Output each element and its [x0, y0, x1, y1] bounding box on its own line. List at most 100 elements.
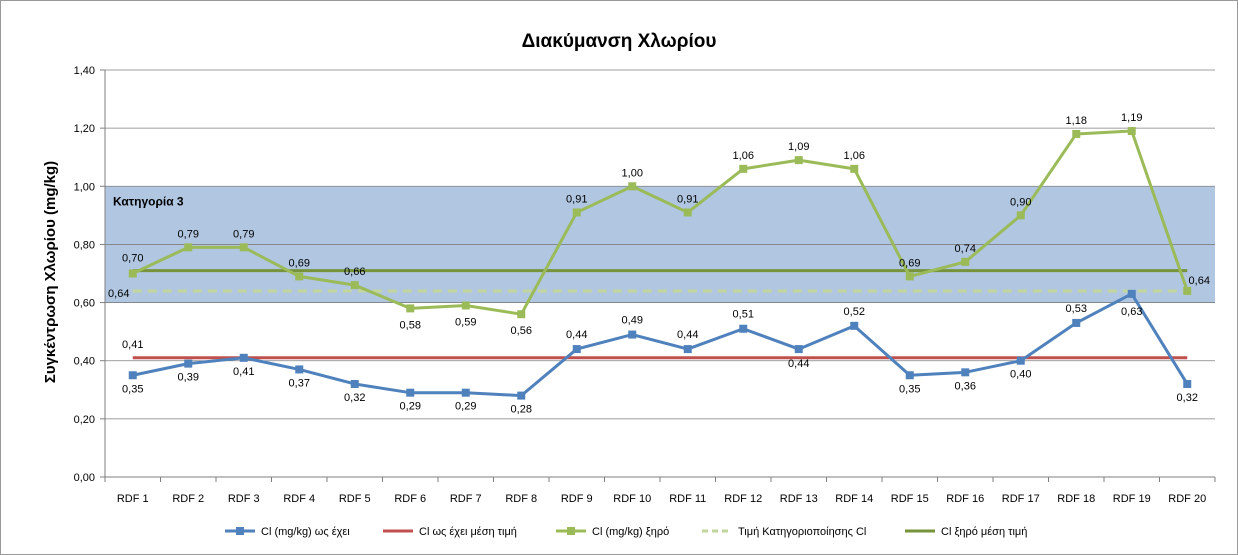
cl-dry-marker	[1072, 129, 1081, 138]
cl-dry-marker	[128, 269, 137, 278]
cl-as-received-data-label: 0,35	[899, 383, 920, 395]
cl-dry-data-label: 0,69	[899, 257, 920, 269]
band-label: Κατηγορία 3	[113, 194, 184, 208]
x-tick-label: RDF 18	[1057, 493, 1095, 505]
cl-dry-data-label: 0,70	[122, 253, 143, 265]
cl-dry-data-label: 1,19	[1121, 112, 1142, 124]
cl-dry-data-label: 0,64	[1189, 275, 1210, 287]
cl-as-received-data-label: 0,44	[677, 329, 698, 341]
cl-dry-marker	[461, 301, 470, 310]
x-tick-label: RDF 11	[669, 493, 706, 505]
y-tick-label: 1,20	[74, 123, 95, 135]
cl-as-received-data-label: 0,63	[1121, 306, 1142, 318]
cl-dry-data-label: 1,00	[622, 167, 643, 179]
y-tick-label: 0,20	[74, 414, 95, 426]
cl-dry-data-label: 0,74	[955, 243, 976, 255]
x-tick-label: RDF 19	[1113, 493, 1151, 505]
as-received-mean-label: 0,41	[122, 339, 143, 351]
legend-label-cl-dry: Cl (mg/kg) ξηρό	[592, 526, 669, 538]
cl-dry-data-label: 1,06	[844, 150, 865, 162]
cl-as-received-data-label: 0,35	[122, 383, 143, 395]
cl-dry-data-label: 0,79	[178, 228, 199, 240]
x-tick-label: RDF 8	[505, 493, 537, 505]
legend-label-as-received-mean: Cl ως έχει μέση τιμή	[419, 526, 517, 538]
cl-as-received-data-label: 0,32	[1177, 392, 1198, 404]
legend-label-cl-as-received: Cl (mg/kg) ως έχει	[261, 526, 350, 538]
cl-dry-marker	[1016, 211, 1025, 220]
cl-as-received-data-label: 0,41	[233, 366, 254, 378]
legend-marker-cl-dry	[567, 527, 575, 535]
chart-title: Διακύμανση Χλωρίου	[522, 31, 717, 52]
cl-dry-data-label: 0,91	[566, 193, 587, 205]
cl-dry-marker	[850, 164, 859, 173]
cl-as-received-marker	[239, 353, 248, 362]
cl-as-received-data-label: 0,37	[289, 377, 310, 389]
cl-as-received-marker	[905, 371, 914, 380]
cl-as-received-marker	[517, 391, 526, 400]
cl-as-received-marker	[850, 321, 859, 330]
cl-as-received-data-label: 0,29	[455, 401, 476, 413]
y-axis-label: Συγκέντρωση Χλωρίου (mg/kg)	[42, 161, 59, 383]
cl-as-received-marker	[1072, 318, 1081, 327]
cl-as-received-marker	[1016, 356, 1025, 365]
cl-dry-line	[132, 129, 1189, 316]
x-tick-label: RDF 6	[394, 493, 426, 505]
cl-as-received-marker	[350, 379, 359, 388]
cl-as-received-data-label: 0,44	[788, 358, 809, 370]
cl-dry-data-label: 1,09	[788, 141, 809, 153]
cl-dry-marker	[1127, 127, 1136, 136]
x-tick-label: RDF 3	[228, 493, 260, 505]
cl-dry-marker	[572, 208, 581, 217]
y-tick-label: 1,00	[74, 181, 95, 193]
cl-as-received-marker	[295, 365, 304, 374]
cl-as-received-data-label: 0,39	[178, 372, 199, 384]
cl-as-received-data-label: 0,44	[566, 329, 587, 341]
cl-as-received-marker	[1127, 289, 1136, 298]
cl-dry-marker	[905, 272, 914, 281]
x-tick-label: RDF 4	[283, 493, 315, 505]
cl-dry-marker	[794, 156, 803, 165]
x-tick-label: RDF 5	[339, 493, 371, 505]
y-tick-label: 0,40	[74, 356, 95, 368]
cl-as-received-data-label: 0,29	[400, 401, 421, 413]
cl-as-received-marker	[1183, 379, 1192, 388]
cl-as-received-marker	[961, 368, 970, 377]
cl-dry-marker	[628, 182, 637, 191]
cl-dry-data-label: 0,69	[289, 257, 310, 269]
x-tick-label: RDF 10	[613, 493, 651, 505]
cl-as-received-marker	[794, 345, 803, 354]
cl-as-received-marker	[683, 345, 692, 354]
cl-dry-marker	[1183, 286, 1192, 295]
cl-dry-data-label: 0,90	[1010, 196, 1031, 208]
legend-label-dry-mean: Cl ξηρό μέση τιμή	[941, 526, 1027, 538]
cl-dry-marker	[406, 304, 415, 313]
classification-value-label: 0,64	[108, 288, 129, 300]
y-tick-label: 1,40	[74, 65, 95, 77]
cl-dry-marker	[295, 272, 304, 281]
cl-dry-marker	[961, 257, 970, 266]
x-tick-label: RDF 9	[561, 493, 593, 505]
cl-as-received-data-label: 0,49	[622, 315, 643, 327]
x-tick-label: RDF 13	[780, 493, 818, 505]
cl-as-received-data-label: 0,32	[344, 392, 365, 404]
x-tick-label: RDF 12	[724, 493, 762, 505]
cl-as-received-marker	[739, 324, 748, 333]
cl-as-received-line	[132, 292, 1189, 398]
cl-dry-data-label: 0,66	[344, 266, 365, 278]
cl-dry-marker	[350, 281, 359, 290]
cl-dry-data-label: 1,06	[733, 150, 754, 162]
cl-dry-data-label: 0,58	[400, 319, 421, 331]
cl-as-received-data-label: 0,53	[1066, 303, 1087, 315]
cl-as-received-data-label: 0,36	[955, 380, 976, 392]
cl-dry-marker	[184, 243, 193, 252]
cl-as-received-marker	[406, 388, 415, 397]
x-tick-label: RDF 1	[117, 493, 149, 505]
x-tick-label: RDF 20	[1168, 493, 1206, 505]
y-tick-label: 0,60	[74, 298, 95, 310]
legend-label-classification-value: Τιμή Κατηγοριοποίησης Cl	[738, 526, 866, 538]
cl-as-received-marker	[572, 345, 581, 354]
cl-dry-data-label: 0,79	[233, 228, 254, 240]
cl-dry-marker	[739, 164, 748, 173]
x-tick-label: RDF 16	[946, 493, 984, 505]
cl-dry-data-label: 0,91	[677, 193, 698, 205]
